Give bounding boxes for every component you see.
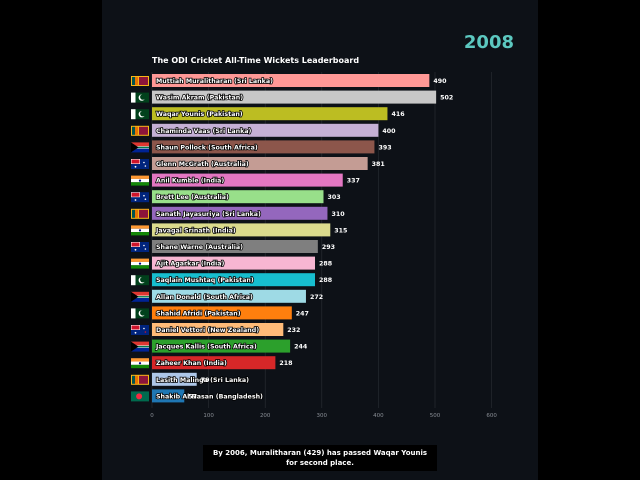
bar-label: Sanath Jayasuriya (Sri Lanka) [156,211,261,218]
bar [152,389,185,403]
bar [152,123,379,137]
x-tick-label: 0 [150,413,154,419]
flag-south-africa-icon [131,142,149,153]
flag-bangladesh-icon [131,391,149,402]
bar-value-label: 393 [378,144,391,151]
bar-label: Wasim Akram (Pakistan) [156,95,243,102]
bar-value-label: 490 [433,78,447,85]
bar-label: Jacques Kallis (South Africa) [155,344,257,351]
bar [152,173,343,187]
bar-value-label: 337 [347,178,360,185]
flag-pakistan-icon [131,109,149,120]
flag-south-africa-icon [131,291,149,302]
bar-label: Chaminda Vaas (Sri Lanka) [156,128,252,135]
bar-label: Daniel Vettori (New Zealand) [156,327,259,334]
bar [152,107,388,121]
flag-pakistan-icon [131,275,149,286]
x-tick-label: 300 [317,413,328,419]
bar [152,306,292,320]
bar-value-label: 381 [372,161,385,168]
bar-value-label: 247 [296,310,309,317]
year-label: 2008 [463,32,514,53]
flag-sri-lanka-icon [131,76,149,86]
bar [152,74,430,87]
bar [152,339,291,353]
x-tick-label: 500 [430,413,441,419]
bar [152,140,375,154]
x-tick-label: 100 [203,413,214,419]
bar [152,356,276,370]
x-tick-label: 200 [260,413,271,419]
bar-value-label: 303 [327,194,340,201]
bar-value-label: 400 [382,128,396,135]
flag-india-icon [131,358,149,369]
bar-label: Shakib Al Hasan (Bangladesh) [156,393,263,400]
x-tick-label: 600 [486,413,497,419]
caption-text: By 2006, Muralitharan (429) has passed W… [203,445,437,471]
bar-label: Zaheer Khan (India) [156,360,227,367]
bar-value-label: 416 [391,111,405,118]
bar [152,90,437,104]
flag-south-africa-icon [131,341,149,352]
bar [152,289,306,303]
bar-value-label: 272 [310,294,323,301]
flag-pakistan-icon [131,92,149,103]
bar-value-label: 79 [201,377,210,384]
flag-sri-lanka-icon [131,125,149,136]
bar-value-label: 293 [322,244,335,251]
bar [152,323,284,336]
bar [152,372,197,386]
bar [152,206,328,220]
bar-label: Javagal Srinath (India) [155,227,236,234]
bar-label: Muttiah Muralitharan (Sri Lanka) [156,78,273,85]
bar-value-label: 57 [188,393,197,400]
bar-label: Brett Lee (Australia) [156,194,229,201]
flag-india-icon [131,258,149,269]
bar-value-label: 315 [334,227,347,234]
bar-label: Lasith Malinga (Sri Lanka) [156,377,249,384]
flag-pakistan-icon [131,308,149,319]
flag-australia-icon [131,159,149,169]
bar-label: Shahid Afridi (Pakistan) [156,310,241,317]
bar-label: Glenn McGrath (Australia) [156,161,249,168]
flag-australia-icon [131,242,149,252]
flag-india-icon [131,175,149,186]
bar [152,190,324,204]
flag-sri-lanka-icon [131,374,149,385]
bar-label: Shaun Pollock (South Africa) [156,144,258,151]
bar-value-label: 232 [287,327,300,334]
bar-label: Allan Donald (South Africa) [156,294,253,301]
bar-label: Ajit Agarkar (India) [156,261,224,268]
bar [152,273,316,287]
bar-label: Saqlain Mushtaq (Pakistan) [156,277,254,284]
x-tick-label: 400 [373,413,384,419]
bar [152,240,318,253]
bar-value-label: 288 [319,277,332,284]
bar-value-label: 502 [440,95,453,102]
bar-value-label: 288 [319,261,332,268]
flag-australia-icon [131,192,149,203]
flag-india-icon [131,225,149,236]
bar-value-label: 244 [294,344,308,351]
bar-label: Anil Kumble (India) [156,178,224,185]
bar-label: Waqar Younis (Pakistan) [156,111,243,118]
bar-value-label: 310 [331,211,345,218]
bar [152,256,316,270]
bar-label: Shane Warne (Australia) [156,244,243,251]
flag-sri-lanka-icon [131,208,149,219]
chart-title: The ODI Cricket All-Time Wickets Leaderb… [152,56,360,65]
bar [152,157,368,170]
flag-new-zealand-icon [131,325,149,335]
bar-value-label: 218 [279,360,292,367]
bar [152,223,331,237]
